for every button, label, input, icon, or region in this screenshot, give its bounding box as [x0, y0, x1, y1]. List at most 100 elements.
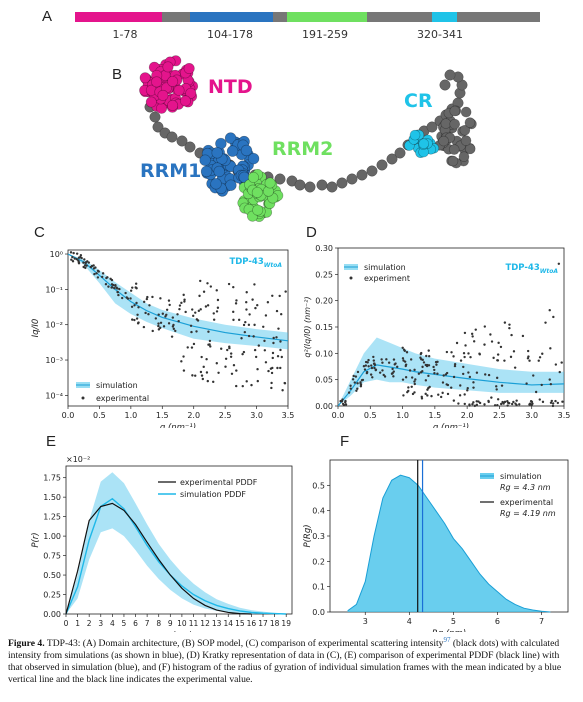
- y-tick-label: 0.10: [315, 349, 333, 358]
- y-tick-label: 0.25: [43, 591, 61, 600]
- experimental-point: [162, 325, 166, 328]
- experiment-point: [462, 365, 465, 369]
- experiment-point: [471, 335, 474, 338]
- x-tick-label: 2.0: [187, 411, 200, 420]
- experimental-point: [241, 352, 244, 356]
- y-axis-label: P(r): [31, 532, 41, 547]
- experimental-point: [204, 305, 208, 308]
- y-tick-label: 0.0: [312, 608, 325, 617]
- caption-reference: 97: [443, 636, 451, 644]
- x-tick-label: 16: [247, 619, 257, 628]
- experiment-point: [499, 402, 503, 406]
- experimental-point: [133, 304, 136, 307]
- experimental-point: [71, 260, 75, 263]
- experimental-point: [125, 296, 128, 299]
- experiment-point: [560, 361, 563, 364]
- experimental-point: [157, 322, 160, 325]
- experimental-point: [279, 348, 282, 352]
- y-tick-label: 1.25: [43, 513, 61, 522]
- experiment-point: [450, 351, 453, 354]
- experiment-point: [497, 341, 500, 345]
- experimental-point: [229, 355, 233, 358]
- experimental-point: [131, 286, 134, 289]
- experiment-point: [561, 400, 564, 403]
- experimental-point: [256, 368, 259, 371]
- y-tick-label: 1.50: [43, 493, 61, 502]
- experiment-point: [452, 399, 456, 402]
- experiment-point: [489, 333, 492, 336]
- experiment-point: [548, 378, 551, 381]
- linker-segment: [162, 12, 190, 22]
- experiment-point: [487, 373, 491, 377]
- experiment-point: [351, 378, 355, 381]
- rrm1-bead: [213, 165, 225, 178]
- experimental-point: [199, 308, 202, 311]
- experimental-point: [120, 296, 124, 300]
- ntd-bead: [157, 89, 169, 101]
- experimental-point: [180, 301, 183, 305]
- x-tick-label: 10: [177, 619, 187, 628]
- plot-frame: [65, 465, 293, 615]
- experimental-point: [245, 308, 248, 311]
- experimental-point: [253, 348, 257, 352]
- experiment-point: [427, 354, 431, 358]
- sop-molecule-model: [139, 55, 477, 222]
- panel-label-c: C: [34, 224, 45, 241]
- experiment-point: [424, 392, 427, 396]
- x-tick-label: 5: [451, 617, 456, 626]
- experiment-point: [417, 372, 421, 375]
- experiment-point: [541, 352, 544, 355]
- rrm1-bead: [224, 132, 237, 144]
- experimental-point: [199, 279, 202, 283]
- experiment-point: [356, 370, 360, 374]
- x-tick-label: 2.5: [219, 411, 232, 420]
- rrm2-bead: [251, 186, 263, 198]
- experimental-point: [151, 295, 154, 299]
- experimental-point: [87, 261, 91, 264]
- experimental-point: [267, 369, 270, 373]
- experiment-point: [373, 366, 376, 370]
- x-tick-label: 17: [258, 619, 268, 628]
- rrm1-bead: [247, 152, 260, 165]
- ntd-bead: [156, 102, 168, 114]
- experimental-point: [202, 290, 206, 293]
- x-tick-label: 1.0: [124, 411, 137, 420]
- experimental-point: [245, 301, 248, 304]
- experiment-point: [495, 376, 499, 380]
- experiment-point: [370, 364, 373, 367]
- experimental-point: [168, 303, 171, 307]
- experimental-point: [248, 313, 251, 316]
- experiment-point: [352, 374, 355, 378]
- legend-label: experimental: [96, 394, 149, 403]
- legend-label: simulation PDDF: [180, 490, 246, 499]
- experimental-point: [186, 346, 189, 349]
- linker-segment: [367, 12, 432, 22]
- experiment-point: [359, 382, 362, 385]
- experimental-point: [270, 386, 273, 390]
- experiment-point: [366, 361, 369, 364]
- experiment-point: [475, 403, 479, 407]
- rrm1-bead: [200, 165, 213, 178]
- experimental-point: [110, 283, 114, 286]
- linker-bead: [152, 121, 164, 133]
- x-tick-label: 0.5: [364, 411, 377, 420]
- x-tick-label: 0.0: [62, 411, 75, 420]
- experimental-point: [170, 335, 174, 338]
- simulation-pddf-line: [65, 497, 287, 615]
- experiment-point: [442, 374, 445, 377]
- x-tick-label: 3: [98, 619, 103, 628]
- experiment-point: [445, 350, 449, 354]
- experimental-point: [253, 323, 256, 327]
- experimental-point: [96, 269, 100, 273]
- experiment-point: [463, 393, 466, 396]
- x-tick-label: 1.5: [156, 411, 169, 420]
- experiment-point: [461, 372, 465, 376]
- experimental-point: [129, 289, 133, 292]
- experimental-point: [229, 352, 233, 355]
- experimental-point: [207, 330, 210, 333]
- experimental-point: [148, 304, 151, 307]
- experimental-point: [280, 312, 283, 316]
- rrm1-bead: [210, 178, 222, 190]
- linker-bead: [336, 177, 348, 189]
- experiment-point: [471, 403, 474, 406]
